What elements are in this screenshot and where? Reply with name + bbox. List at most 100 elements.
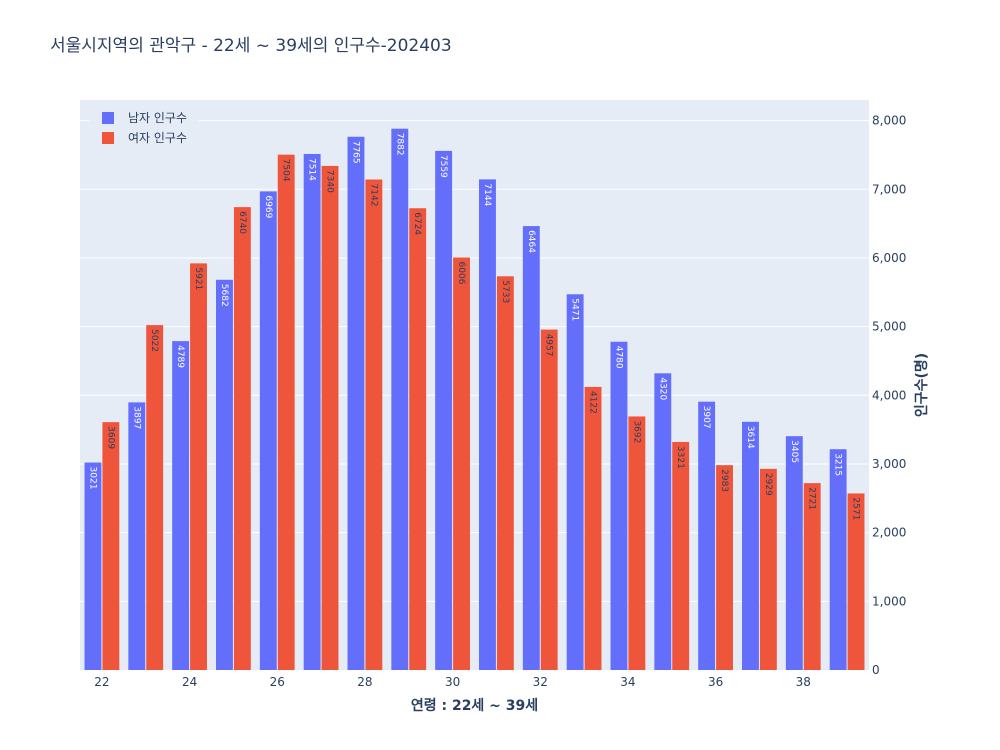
bar-value-label: 7142 (368, 184, 378, 207)
bar-male (829, 449, 847, 670)
x-tick-label: 32 (533, 675, 548, 689)
bar-male (522, 226, 540, 671)
bar-value-label: 3897 (131, 406, 141, 429)
bars (84, 128, 865, 671)
x-tick-label: 24 (182, 675, 197, 689)
bar-female (759, 468, 777, 670)
x-tick-label: 34 (620, 675, 635, 689)
bar-female (453, 257, 470, 670)
bar-female (672, 441, 690, 670)
bar-female (803, 483, 821, 670)
bar-value-label: 6464 (526, 230, 536, 253)
bar-value-label: 4320 (657, 377, 667, 400)
bar-male (566, 294, 584, 670)
y-tick-label: 6,000 (872, 251, 906, 265)
bar-male (347, 136, 365, 670)
bar-value-label: 3405 (789, 440, 799, 463)
y-tick-label: 5,000 (872, 320, 906, 334)
bar-female (409, 208, 427, 670)
y-tick-label: 1,000 (872, 594, 906, 608)
y-tick-label: 2,000 (872, 526, 906, 540)
bar-male (259, 191, 277, 671)
bar-value-label: 6969 (263, 195, 273, 218)
bar-value-label: 6006 (456, 262, 466, 285)
bar-value-label: 2721 (807, 487, 817, 510)
bar-value-label: 3021 (87, 467, 97, 490)
bar-value-label: 6724 (412, 212, 422, 235)
bar-male (84, 462, 102, 670)
bar-value-label: 7514 (307, 158, 317, 181)
bar-value-label: 4789 (175, 345, 185, 368)
bar-value-label: 2983 (719, 469, 729, 492)
bar-value-label: 3609 (105, 426, 115, 449)
bar-female (628, 416, 646, 670)
bar-value-label: 7504 (281, 159, 291, 182)
bar-value-label: 3614 (745, 426, 755, 449)
bar-female (233, 207, 251, 671)
bar-male (742, 421, 759, 670)
bar-value-label: 5022 (149, 329, 159, 352)
bar-male (128, 402, 146, 670)
bar-female (321, 165, 339, 670)
bar-female (277, 154, 295, 671)
bar-male (435, 150, 453, 671)
bar-male (303, 153, 321, 670)
bar-value-label: 3692 (631, 420, 641, 443)
bar-value-label: 3907 (701, 406, 711, 429)
x-tick-label: 36 (708, 675, 723, 689)
bar-female (190, 263, 207, 670)
x-tick-label: 28 (357, 675, 372, 689)
bar-male (391, 128, 409, 670)
bar-male (654, 373, 672, 670)
bar-value-label: 2929 (763, 473, 773, 496)
bar-value-label: 7882 (394, 133, 404, 156)
bar-value-label: 4957 (544, 334, 554, 357)
bar-male (698, 401, 716, 670)
bar-value-label: 3215 (833, 453, 843, 476)
gridlines (80, 120, 869, 602)
x-tick-label: 26 (270, 675, 285, 689)
bar-value-label: 3321 (675, 446, 685, 469)
chart-title: 서울시지역의 관악구 - 22세 ~ 39세의 인구수-202403 (50, 36, 452, 56)
x-tick-label: 38 (796, 675, 811, 689)
y-tick-label: 8,000 (872, 114, 906, 128)
bar-value-label: 7340 (325, 170, 335, 193)
bar-value-label: 5682 (219, 284, 229, 307)
y-tick-label: 4,000 (872, 388, 906, 402)
bar-value-label: 5471 (570, 298, 580, 321)
x-tick-label: 22 (94, 675, 109, 689)
bar-value-label: 7559 (438, 155, 448, 178)
bar-value-label: 5921 (193, 267, 203, 290)
bar-male (172, 341, 190, 670)
y-axis-title: 인구수(명) (913, 353, 930, 417)
bar-female (847, 493, 865, 670)
bar-female (146, 325, 164, 670)
bar-value-label: 5733 (500, 280, 510, 303)
legend-label-female: 여자 인구수 (128, 131, 187, 145)
bar-female (365, 179, 383, 670)
bar-value-label: 7144 (482, 183, 492, 206)
bar-value-label: 7765 (350, 141, 360, 164)
bar-male (216, 279, 233, 670)
bar-male (479, 179, 496, 671)
bar-value-label: 2571 (851, 497, 861, 520)
bar-female (584, 386, 602, 670)
x-tick-label: 30 (445, 675, 460, 689)
plot-area (80, 100, 869, 670)
y-tick-label: 7,000 (872, 182, 906, 196)
bar-labels: 3021 3897 4789 5682 6969 7514 7765 7882 7559 7144… (87, 133, 860, 521)
bar-value-label: 4122 (588, 391, 598, 414)
y-tick-label: 0 (872, 663, 880, 677)
bar-female (716, 465, 733, 670)
x-axis-title: 연령 : 22세 ~ 39세 (411, 698, 538, 714)
bar-female (540, 329, 558, 670)
bar-female (496, 276, 514, 670)
x-axis-ticks: 22 24 26 28 30 32 34 36 38 (94, 675, 811, 689)
y-tick-label: 3,000 (872, 457, 906, 471)
bar-male (610, 341, 628, 670)
legend-label-male: 남자 인구수 (128, 111, 187, 125)
legend-swatch-female (102, 132, 114, 144)
bar-male (785, 436, 803, 670)
